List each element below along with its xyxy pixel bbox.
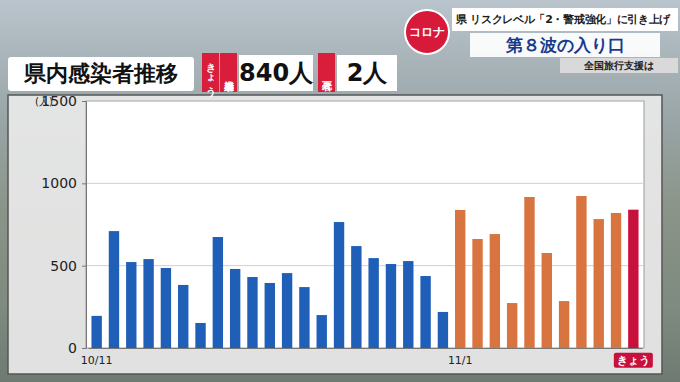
- y-tick-label: 1000: [41, 175, 77, 191]
- x-tick: 10/11: [81, 348, 113, 367]
- bar: [126, 262, 136, 348]
- bar: [213, 237, 223, 348]
- bar: [438, 312, 448, 348]
- x-tick-label: 10/11: [81, 354, 113, 367]
- x-tick: 11/1: [448, 348, 473, 367]
- grid: [86, 101, 644, 348]
- bar: [178, 285, 188, 348]
- y-tick-mark: [82, 266, 86, 267]
- y-tick: 1000: [41, 175, 86, 191]
- deaths-label: 死者: [318, 53, 335, 92]
- bar: [109, 231, 119, 348]
- bar: [542, 253, 552, 348]
- bar: [559, 301, 569, 348]
- x-tick-label: きょう: [617, 354, 650, 367]
- bar: [628, 210, 638, 348]
- y-tick-label: 0: [68, 340, 77, 356]
- bar: [143, 259, 153, 348]
- bar: [91, 316, 101, 348]
- plot-area: [86, 101, 644, 348]
- grid-line: [86, 101, 644, 102]
- bar: [299, 287, 309, 348]
- y-tick: 500: [50, 258, 86, 274]
- chart-panel: [8, 95, 662, 374]
- cases-value: 840人: [239, 55, 313, 91]
- y-axis: 050010001500: [41, 93, 86, 356]
- topic-badge: コロナ: [404, 9, 450, 55]
- cases-label: 感染者: [220, 53, 237, 92]
- bar: [594, 219, 604, 348]
- bar: [611, 213, 621, 348]
- y-tick-mark: [82, 101, 86, 102]
- grid-line: [86, 265, 644, 266]
- bars: [91, 196, 638, 348]
- bar: [420, 276, 430, 348]
- bar: [351, 246, 361, 348]
- bar: [282, 273, 292, 348]
- y-tick-label: 500: [50, 258, 77, 274]
- bar: [507, 303, 517, 348]
- headline: 県 リスクレベル「2・警戒強化」に引き上げ: [452, 8, 678, 31]
- bar: [576, 196, 586, 348]
- today-label-bg: [614, 353, 653, 368]
- bar: [195, 323, 205, 348]
- bar: [265, 283, 275, 348]
- x-axis: 10/11 11/1 きょう: [81, 348, 653, 368]
- x-tick: きょう: [614, 348, 653, 368]
- bar: [334, 222, 344, 348]
- bar: [386, 264, 396, 348]
- grid-line: [86, 183, 644, 184]
- y-tick-mark: [82, 348, 86, 349]
- y-axis-title: (人): [35, 96, 53, 107]
- bar: [455, 210, 465, 348]
- bar: [368, 258, 378, 348]
- bar: [403, 261, 413, 348]
- deaths-value: 2人: [337, 55, 397, 91]
- x-axis-line: [89, 348, 643, 349]
- subheadline: 第８波の入り口: [470, 33, 660, 57]
- bar: [247, 277, 257, 348]
- bar: [490, 234, 500, 348]
- ticker: 全国旅行支援は: [560, 58, 678, 73]
- y-tick-mark: [82, 183, 86, 184]
- chart-title: 県内感染者推移: [8, 57, 194, 91]
- bar: [317, 315, 327, 348]
- today-label: きょう: [202, 53, 219, 92]
- x-tick-label: 11/1: [448, 354, 473, 367]
- bar: [524, 197, 534, 348]
- bar: [230, 269, 240, 348]
- bar: [161, 268, 171, 348]
- bar: [472, 239, 482, 348]
- y-axis-line: [82, 102, 87, 349]
